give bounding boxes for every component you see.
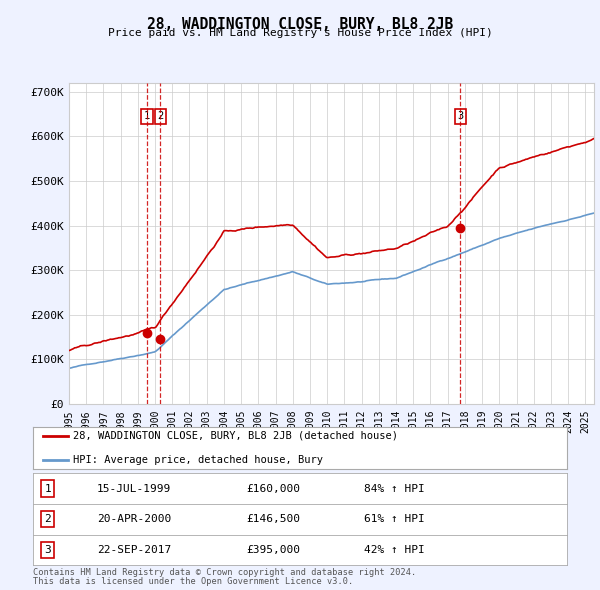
Text: 15-JUL-1999: 15-JUL-1999 [97,484,172,493]
Text: 20-APR-2000: 20-APR-2000 [97,514,172,524]
Text: 28, WADDINGTON CLOSE, BURY, BL8 2JB: 28, WADDINGTON CLOSE, BURY, BL8 2JB [147,17,453,31]
Text: 28, WADDINGTON CLOSE, BURY, BL8 2JB (detached house): 28, WADDINGTON CLOSE, BURY, BL8 2JB (det… [73,431,398,441]
Text: 22-SEP-2017: 22-SEP-2017 [97,545,172,555]
Text: 42% ↑ HPI: 42% ↑ HPI [364,545,425,555]
Text: £395,000: £395,000 [247,545,301,555]
Text: This data is licensed under the Open Government Licence v3.0.: This data is licensed under the Open Gov… [33,578,353,586]
Text: 3: 3 [44,545,52,555]
Text: Price paid vs. HM Land Registry's House Price Index (HPI): Price paid vs. HM Land Registry's House … [107,28,493,38]
Text: £146,500: £146,500 [247,514,301,524]
Text: Contains HM Land Registry data © Crown copyright and database right 2024.: Contains HM Land Registry data © Crown c… [33,568,416,577]
Text: 2: 2 [157,112,163,122]
Text: HPI: Average price, detached house, Bury: HPI: Average price, detached house, Bury [73,455,323,465]
Text: 3: 3 [457,112,463,122]
Text: 1: 1 [144,112,150,122]
Text: 61% ↑ HPI: 61% ↑ HPI [364,514,425,524]
Text: 2: 2 [44,514,52,524]
Text: £160,000: £160,000 [247,484,301,493]
Text: 1: 1 [44,484,52,493]
Text: 84% ↑ HPI: 84% ↑ HPI [364,484,425,493]
